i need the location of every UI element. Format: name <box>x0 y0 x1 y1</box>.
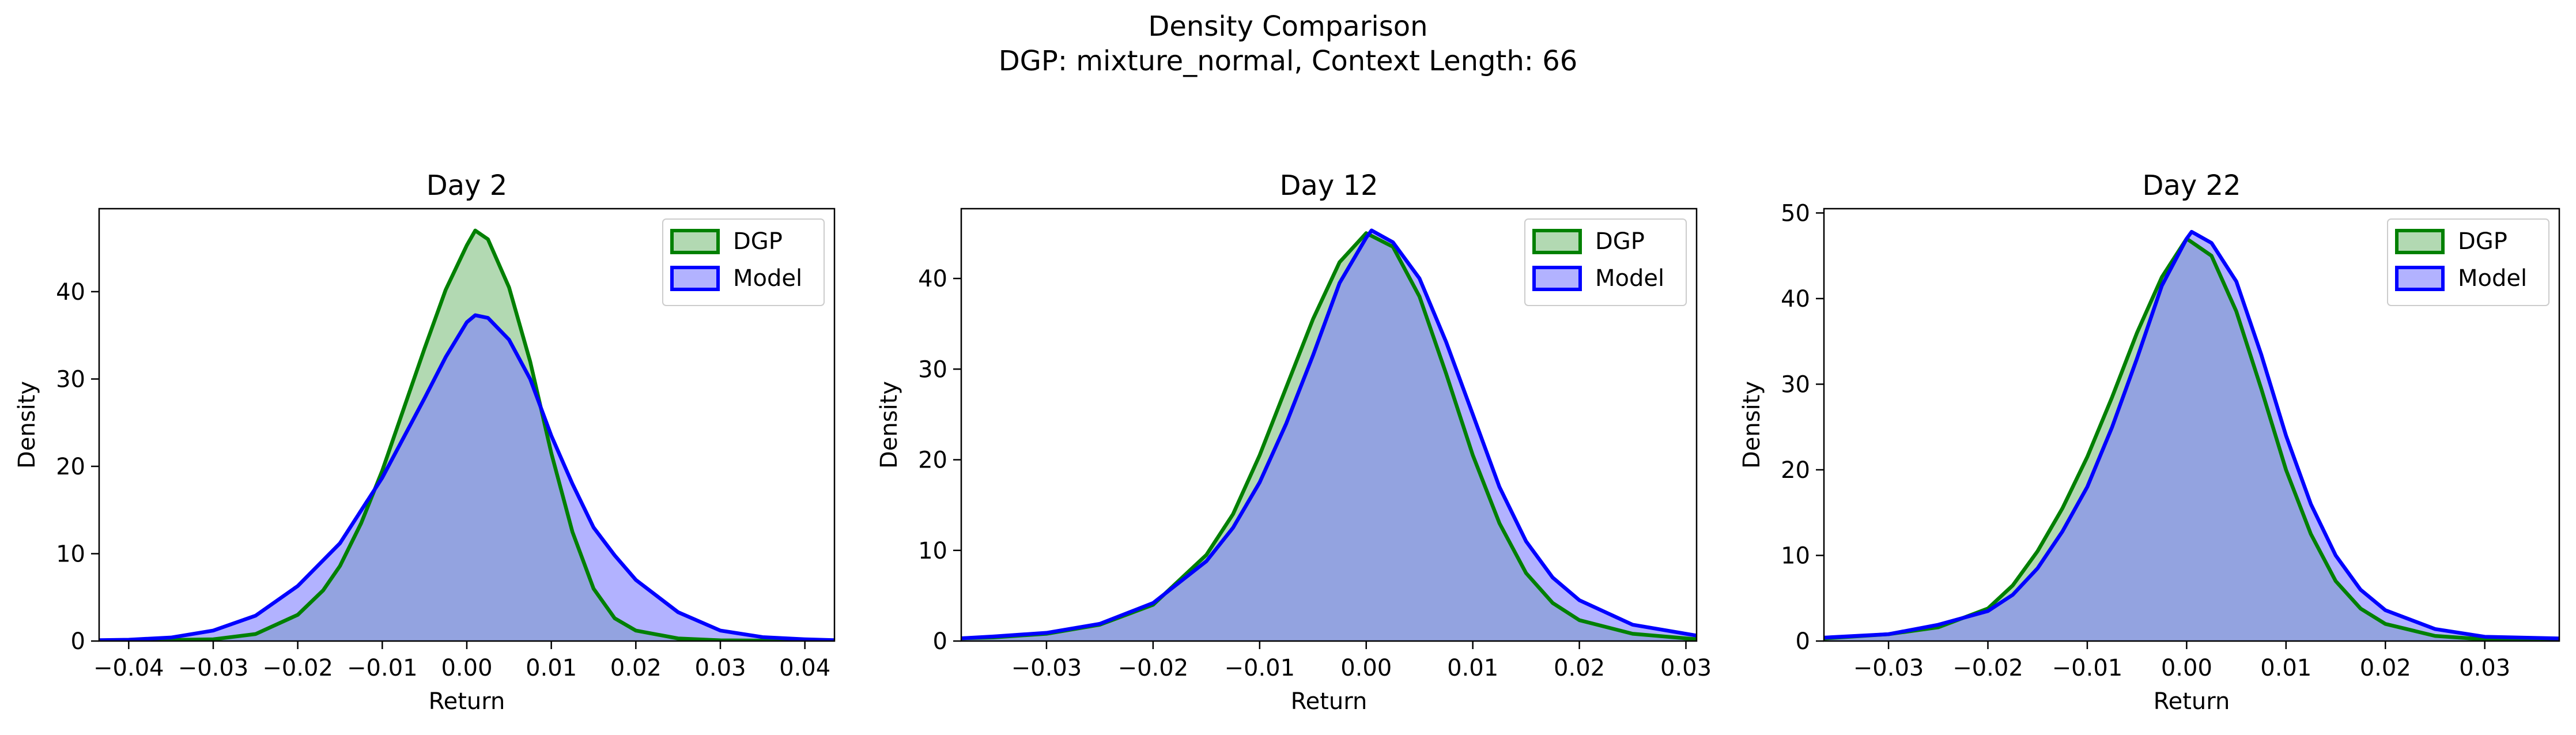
panel-title: Day 12 <box>1279 169 1378 202</box>
x-tick-label: 0.01 <box>1447 655 1498 681</box>
plot-area <box>961 228 1697 641</box>
x-tick-label: 0.03 <box>2459 655 2510 681</box>
x-tick-label: 0.00 <box>2161 655 2212 681</box>
y-axis-label: Density <box>14 381 40 469</box>
y-tick-label: 50 <box>1781 200 1810 227</box>
axes-frame <box>960 208 1698 642</box>
y-tick-label: 10 <box>56 541 85 567</box>
legend-swatch-dgp <box>1532 229 1582 254</box>
y-tick-label: 0 <box>1796 628 1810 655</box>
x-tick-label: 0.02 <box>610 655 662 681</box>
x-tick-label: 0.00 <box>1340 655 1392 681</box>
y-tick-label: 30 <box>1781 371 1810 398</box>
density-line-dgp <box>99 228 834 641</box>
y-tick-label: 30 <box>918 356 947 383</box>
area-fill-model <box>99 315 834 641</box>
y-tick-label: 30 <box>56 366 85 393</box>
x-tick-label: −0.02 <box>1952 655 2023 681</box>
legend-swatch-dgp <box>670 229 720 254</box>
legend-label-dgp: DGP <box>2458 228 2507 255</box>
x-tick-label: −0.01 <box>2052 655 2123 681</box>
x-tick-label: 0.03 <box>1660 655 1712 681</box>
y-tick-label: 10 <box>918 538 947 564</box>
y-axis-label: Density <box>876 381 902 469</box>
y-tick-label: 20 <box>918 447 947 474</box>
x-tick-label: −0.04 <box>93 655 164 681</box>
x-axis-label: Return <box>429 688 505 715</box>
legend-label-model: Model <box>2458 265 2527 292</box>
density-line-model <box>961 228 1697 640</box>
chart-panels: −0.04 −0.03 −0.02 −0.01 0.00 0.01 0.02 0.03 0.04… <box>14 169 2560 715</box>
x-tick-label: −0.01 <box>1225 655 1295 681</box>
density-line-model <box>99 313 834 641</box>
density-line-model <box>1824 229 2559 640</box>
x-tick-label: 0.02 <box>2360 655 2411 681</box>
figure-title-line1: Density Comparison <box>1148 10 1427 43</box>
figure-title-line2: DGP: mixture_normal, Context Length: 66 <box>999 45 1578 77</box>
x-axis-label: Return <box>2154 688 2230 715</box>
legend: DGP Model <box>1524 218 1687 306</box>
density-panel-1: −0.04 −0.03 −0.02 −0.01 0.00 0.01 0.02 0.03 0.04… <box>14 169 836 715</box>
y-tick-label: 0 <box>71 628 85 655</box>
x-tick-label: −0.01 <box>347 655 418 681</box>
x-tick-label: 0.01 <box>526 655 577 681</box>
y-tick-label: 40 <box>1781 286 1810 312</box>
y-tick-label: 20 <box>56 454 85 480</box>
panel-title: Day 22 <box>2142 169 2241 202</box>
area-fill-model <box>961 230 1697 641</box>
y-tick-label: 0 <box>933 628 947 655</box>
y-axis-label: Density <box>1739 381 1765 469</box>
x-tick-label: −0.03 <box>1011 655 1082 681</box>
x-tick-label: 0.01 <box>2260 655 2311 681</box>
panel-title: Day 2 <box>426 169 508 202</box>
y-tick-label: 40 <box>56 279 85 306</box>
x-tick-label: 0.02 <box>1554 655 1605 681</box>
x-tick-label: −0.03 <box>1853 655 1924 681</box>
legend: DGP Model <box>662 218 825 306</box>
legend-swatch-model <box>1532 266 1582 291</box>
y-tick-label: 10 <box>1781 542 1810 569</box>
legend-swatch-dgp <box>2395 229 2445 254</box>
x-axis-label: Return <box>1291 688 1368 715</box>
density-panel-3: −0.03 −0.02 −0.01 0.00 0.01 0.02 0.03 0 10 20 30 40… <box>1739 169 2560 715</box>
legend-label-model: Model <box>733 265 802 292</box>
legend: DGP Model <box>2387 218 2549 306</box>
x-tick-label: −0.03 <box>178 655 249 681</box>
x-tick-label: −0.02 <box>1118 655 1189 681</box>
axes-frame <box>1823 208 2560 642</box>
x-tick-label: 0.00 <box>441 655 492 681</box>
legend-label-dgp: DGP <box>1595 228 1645 255</box>
x-tick-label: 0.04 <box>779 655 830 681</box>
legend-label-model: Model <box>1595 265 1664 292</box>
x-tick-label: −0.02 <box>262 655 333 681</box>
plot-area <box>99 228 834 641</box>
density-panel-2: −0.03 −0.02 −0.01 0.00 0.01 0.02 0.03 0 10 20 30 40… <box>876 169 1712 715</box>
legend-swatch-model <box>670 266 720 291</box>
plot-area <box>1824 229 2559 641</box>
legend-swatch-model <box>2395 266 2445 291</box>
y-tick-label: 20 <box>1781 457 1810 484</box>
y-tick-label: 40 <box>918 266 947 292</box>
x-tick-label: 0.03 <box>694 655 746 681</box>
legend-label-dgp: DGP <box>733 228 783 255</box>
area-fill-model <box>1824 232 2559 641</box>
